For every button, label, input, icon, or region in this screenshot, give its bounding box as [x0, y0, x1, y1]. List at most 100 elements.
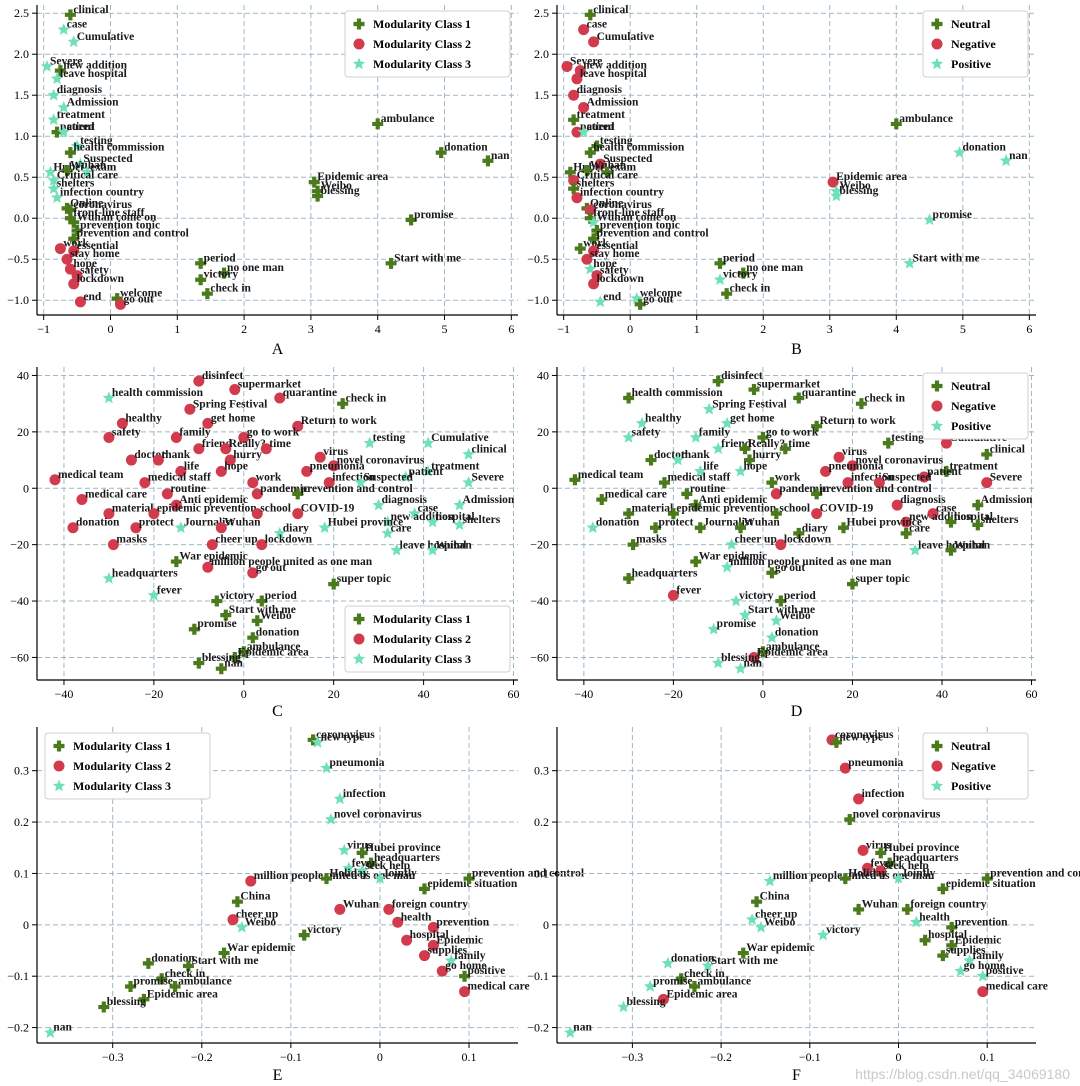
- y-tick-label: 1.0: [14, 129, 29, 143]
- data-point-label: Cumulative: [431, 432, 489, 444]
- data-point-marker: [649, 522, 661, 534]
- x-tick-label: 0.1: [462, 1050, 477, 1064]
- data-point-marker: [671, 453, 685, 466]
- data-point-marker: [770, 488, 782, 500]
- data-point-marker: [61, 165, 73, 177]
- data-point-marker: [385, 257, 397, 269]
- data-point-marker: [690, 556, 702, 568]
- data-point-label: masks: [636, 534, 667, 546]
- data-point-marker: [405, 214, 417, 226]
- data-point-marker: [667, 589, 679, 601]
- data-point-marker: [103, 431, 115, 443]
- x-tick-label: 3: [308, 322, 314, 336]
- data-point-label: Epidemic area: [147, 988, 218, 1000]
- data-point-marker: [54, 65, 66, 77]
- data-point-label: Admission: [587, 97, 639, 109]
- x-tick-label: −0.1: [799, 1050, 821, 1064]
- data-point-marker: [247, 477, 259, 489]
- data-point-marker: [436, 965, 448, 977]
- data-point-marker: [820, 465, 832, 477]
- data-point-label: Suspected: [364, 472, 414, 484]
- data-point-label: go to work: [247, 426, 300, 438]
- data-point-label: Really?: [229, 438, 266, 450]
- y-tick-label: 20: [17, 425, 29, 439]
- data-point-label: no one man: [227, 262, 284, 274]
- legend: Modularity Class 1 Modularity Class 2 Modu…: [344, 10, 511, 78]
- data-point-marker: [689, 431, 702, 443]
- data-point-label: War epidemic: [227, 942, 295, 954]
- data-point-marker: [334, 903, 346, 915]
- data-point-marker: [588, 278, 600, 290]
- data-point-marker: [50, 72, 64, 85]
- data-point-marker: [247, 632, 259, 644]
- data-point-marker: [408, 507, 421, 519]
- data-point-label: cheer up: [215, 534, 257, 546]
- data-point-marker: [142, 957, 154, 969]
- data-point-marker: [47, 113, 60, 126]
- data-point-label: health: [919, 911, 950, 923]
- data-point-marker: [57, 125, 70, 138]
- y-tick-label: −0.2: [527, 1021, 549, 1035]
- data-point-label: donation: [962, 142, 1006, 154]
- data-point-marker: [900, 516, 912, 528]
- data-point-label: medical care: [605, 489, 667, 501]
- data-point-label: Holiday: [329, 868, 368, 880]
- data-point-label: Epidemic area: [666, 988, 737, 1000]
- data-point-label: Online: [590, 197, 623, 209]
- data-point-label: stay home: [70, 248, 120, 260]
- data-point-marker: [40, 60, 54, 72]
- data-point-marker: [707, 622, 720, 635]
- x-tick-label: 40: [418, 687, 430, 701]
- legend-marker: [931, 38, 943, 50]
- data-point-marker: [737, 267, 749, 279]
- data-point-marker: [739, 443, 751, 455]
- data-point-marker: [47, 174, 60, 186]
- data-point-marker: [195, 257, 207, 269]
- y-tick-label: −0.1: [7, 969, 29, 983]
- data-point-label: million people united as one man: [254, 870, 416, 882]
- data-point-marker: [218, 267, 230, 279]
- data-point-marker: [811, 420, 823, 432]
- data-point-marker: [51, 126, 63, 138]
- data-point-marker: [940, 437, 952, 449]
- data-point-label: health commission: [632, 387, 724, 399]
- data-point-label: care: [391, 522, 412, 534]
- data-point-label: time: [788, 438, 810, 450]
- data-point-marker: [584, 262, 597, 275]
- data-point-marker: [838, 522, 850, 534]
- data-point-marker: [937, 883, 949, 895]
- data-point-marker: [587, 215, 600, 228]
- data-point-marker: [372, 498, 385, 511]
- data-point-label: hospital: [410, 929, 449, 941]
- data-point-label: Epidemic area: [317, 171, 388, 183]
- data-point-marker: [875, 847, 887, 859]
- data-point-label: go out: [124, 293, 155, 305]
- data-point-marker: [421, 464, 435, 477]
- data-point-label: infection country: [580, 187, 664, 199]
- data-point-marker: [830, 736, 842, 748]
- data-point-marker: [125, 454, 137, 466]
- data-point-marker: [193, 375, 205, 387]
- x-tick-label: −0.1: [280, 1050, 302, 1064]
- data-point-marker: [793, 527, 805, 539]
- x-tick-label: −40: [55, 687, 74, 701]
- data-point-marker: [574, 243, 586, 255]
- data-point-marker: [57, 23, 70, 35]
- y-tick-label: −60: [10, 650, 29, 664]
- data-point-marker: [748, 651, 760, 663]
- y-tick-label: 40: [537, 368, 549, 382]
- data-point-marker: [571, 126, 583, 138]
- data-point-marker: [482, 155, 494, 167]
- data-point-marker: [211, 595, 223, 607]
- data-point-label: routine: [690, 483, 726, 495]
- data-point-label: promise: [134, 975, 173, 987]
- data-point-marker: [337, 398, 349, 410]
- data-point-label: prevention and control: [990, 868, 1080, 880]
- data-point-label: donation: [256, 627, 300, 639]
- data-point-label: headquarters: [632, 567, 698, 579]
- data-point-marker: [227, 914, 239, 926]
- data-point-marker: [844, 813, 856, 825]
- data-point-marker: [623, 392, 635, 404]
- legend-box: [922, 372, 1029, 440]
- data-point-label: prevention and control: [597, 228, 709, 240]
